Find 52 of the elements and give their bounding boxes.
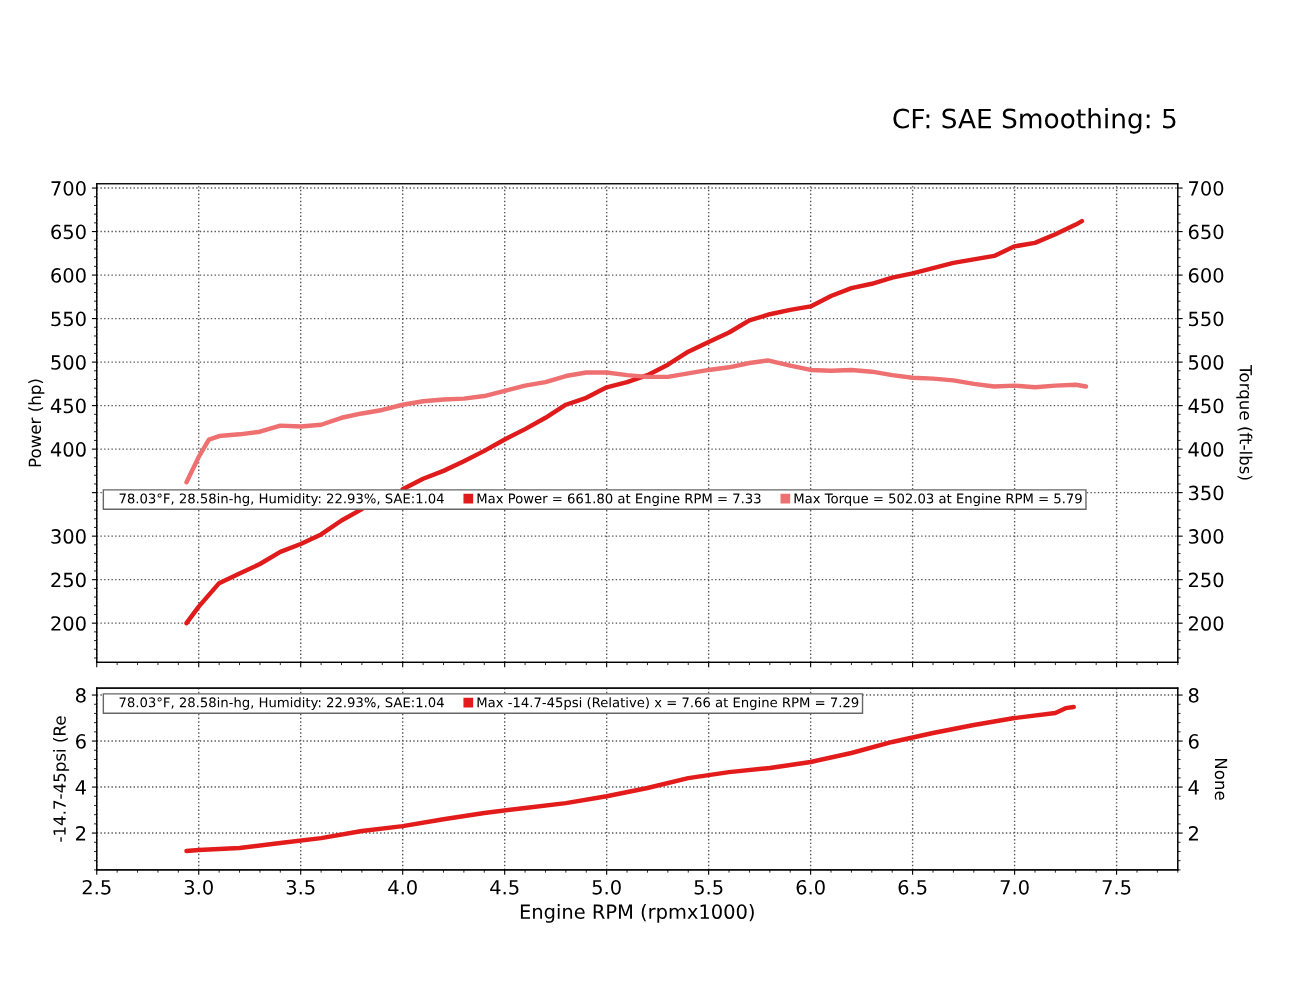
y2-tick-label: 500 [1188, 355, 1224, 370]
chart-title: CF: SAE Smoothing: 5 [893, 108, 1176, 134]
legend-label: Max -14.7-45psi (Relative) x = 7.66 at Engine RPM = 7.29 [477, 697, 859, 710]
y2-tick-label: 650 [1188, 224, 1224, 240]
y-tick-label: 2 [76, 826, 86, 841]
y-tick-label: 700 [51, 181, 86, 196]
y2-tick-label: 550 [1188, 311, 1224, 327]
y-axis-title: Power (hp) [28, 379, 45, 467]
y2-tick-label: 600 [1188, 268, 1224, 283]
x-tick-label: 2.5 [82, 879, 111, 895]
y-tick-label: 550 [51, 311, 86, 327]
x-tick-label: 6.5 [898, 879, 927, 895]
y-tick-label: 650 [51, 224, 86, 240]
y-tick-label: 450 [50, 398, 86, 414]
y-tick-label: 4 [75, 780, 86, 795]
x-tick-label: 5.5 [694, 880, 723, 895]
x-tick-label: 4.5 [490, 880, 519, 895]
x-tick-label: 3.0 [184, 879, 213, 895]
y-tick-label: 200 [51, 616, 86, 631]
x-tick-label: 3.5 [286, 879, 315, 895]
annotation: 78.03°F, 28.58in-hg, Humidity: 22.93%, SAE:1.04 [119, 697, 444, 710]
y2-tick-label: 200 [1188, 616, 1224, 631]
x-tick-label: 4.0 [388, 879, 417, 895]
annotation: 78.03°F, 28.58in-hg, Humidity: 22.93%, SAE:1.04 [119, 493, 444, 506]
line-series [184, 358, 1089, 485]
y-tick-label: 6 [76, 734, 86, 749]
y2-tick-label: 6 [1188, 734, 1199, 749]
y-tick-label: 400 [50, 442, 86, 457]
y2-tick-label: 700 [1189, 181, 1224, 196]
y2-axis-title: None [1214, 758, 1228, 800]
y2-tick-label: 4 [1188, 780, 1199, 795]
y2-tick-label: 350 [1188, 485, 1224, 501]
legend-label: Max Power = 661.80 at Engine RPM = 7.33 [477, 493, 761, 506]
x-tick-label: 6.0 [796, 879, 825, 895]
y2-axis-title: Torque (ft-lbs) [1236, 365, 1253, 480]
y2-tick-label: 400 [1188, 442, 1224, 457]
y-tick-label: 8 [75, 688, 86, 703]
y2-tick-label: 450 [1188, 398, 1224, 414]
y2-tick-label: 300 [1188, 529, 1224, 544]
legend-label: Max Torque = 502.03 at Engine RPM = 5.79 [794, 493, 1082, 506]
y-tick-label: 500 [51, 355, 86, 370]
x-tick-label: 7.5 [1102, 880, 1131, 895]
y-axis-title: -14.7-45psi (Re [52, 716, 70, 842]
y2-tick-label: 250 [1188, 572, 1224, 588]
x-axis-title: Engine RPM (rpmx1000) [520, 903, 754, 923]
x-tick-label: 5.0 [592, 879, 621, 895]
y2-tick-label: 8 [1188, 688, 1199, 703]
y-tick-label: 600 [51, 268, 86, 283]
y-tick-label: 300 [51, 529, 86, 544]
x-tick-label: 7.0 [1000, 879, 1029, 895]
y-tick-label: 250 [51, 572, 86, 588]
y2-tick-label: 2 [1188, 826, 1198, 841]
